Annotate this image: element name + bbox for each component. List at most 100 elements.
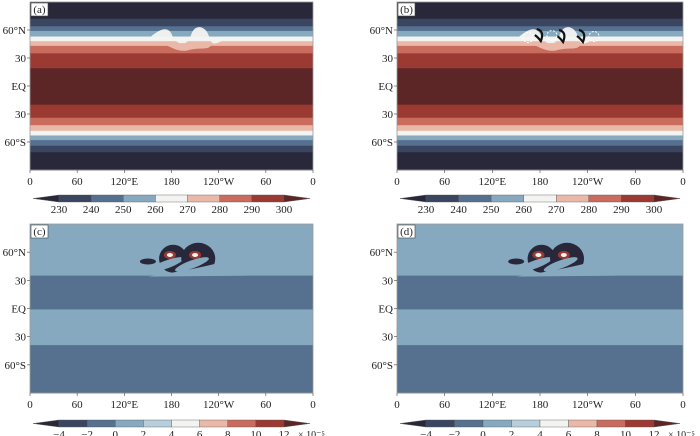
colorbar: 230 240 250 260 270 280 290 300 (399, 194, 681, 216)
colorbar-segment (568, 419, 598, 428)
eddy-core (535, 252, 542, 257)
colorbar-segment (539, 419, 569, 428)
x-tick-label: 120°W (572, 399, 604, 411)
colorbar-segment (58, 194, 92, 203)
colorbar-segment (219, 194, 253, 203)
colorbar-segment (490, 194, 524, 203)
x-tick-label: 120°E (111, 176, 139, 188)
contour-band (397, 2, 683, 20)
colorbar: −4 −2 0 2 4 6 8 10 12 × 10⁻⁵ (399, 419, 695, 436)
colorbar-extend-low (32, 194, 60, 203)
x-tick-label: 120°W (572, 176, 604, 188)
contour-band (30, 45, 313, 54)
colorbar-extend-high (283, 194, 311, 203)
colorbar-tick-label: −4 (53, 429, 65, 436)
x-tick-label: 180 (163, 176, 180, 188)
colorbar-segment (425, 419, 455, 428)
colorbar-segment (187, 194, 220, 203)
contour-band (30, 117, 313, 126)
colorbar-segment (251, 194, 285, 203)
contour-band (397, 68, 683, 106)
vortex-contour-dashed (522, 31, 534, 43)
x-tick-label: 60 (439, 176, 451, 188)
panel-label: (d) (400, 226, 413, 238)
y-tick-label: 30 (15, 275, 27, 287)
colorbar-segment (596, 419, 626, 428)
colorbar-tick-label: 230 (51, 204, 68, 216)
colorbar-segment (86, 419, 116, 428)
y-tick-label: EQ (11, 304, 26, 316)
contour-band (397, 53, 683, 69)
colorbar-tick-label: 4 (169, 429, 175, 436)
contour-band (30, 275, 313, 310)
vortex-contour (556, 28, 566, 45)
colorbar-segment (454, 419, 484, 428)
x-tick-label: 0 (310, 176, 316, 188)
eddy-negative (139, 258, 156, 265)
colorbar-tick-label: 270 (548, 204, 565, 216)
contour-band (397, 117, 683, 126)
contour-band (397, 135, 683, 141)
x-tick-label: 120°W (203, 176, 235, 188)
colorbar-tick-label: 6 (197, 429, 203, 436)
y-tick-label: 30 (15, 53, 27, 65)
panel-label: (c) (33, 226, 46, 238)
eddy-tail (174, 257, 209, 272)
y-tick-label: 60°S (4, 360, 26, 372)
colorbar-segment (123, 194, 156, 203)
contour-band (397, 309, 683, 346)
eddy-negative (508, 258, 525, 265)
colorbar-tick-label: 250 (115, 204, 132, 216)
colorbar-segment (227, 419, 257, 428)
y-tick-label: 60°S (371, 360, 393, 372)
eddy-core (560, 252, 567, 257)
x-tick-label: 0 (680, 399, 686, 411)
panel-label-box (397, 2, 416, 17)
colorbar-segment (199, 419, 228, 428)
wave-feature-warm (147, 27, 227, 44)
contour-band (30, 145, 313, 153)
colorbar-tick-label: 280 (581, 204, 598, 216)
x-tick-label: 180 (532, 176, 549, 188)
panel-label: (a) (33, 4, 46, 16)
colorbar-tick-label: 230 (418, 204, 435, 216)
x-tick-label: 180 (532, 399, 549, 411)
x-tick-label: 120°W (203, 399, 235, 411)
x-tick-label: 0 (394, 176, 400, 188)
eddy-tail (543, 257, 578, 272)
colorbar-segment (556, 194, 590, 203)
contour-band (397, 26, 683, 32)
colorbar: −4 −2 0 2 4 6 8 10 12 × 10⁻⁵ (32, 419, 325, 436)
x-tick-label: 0 (394, 399, 400, 411)
x-tick-label: 60 (630, 176, 642, 188)
colorbar-segment (523, 194, 557, 203)
panel-label-box (30, 224, 49, 239)
colorbar-segment (458, 194, 492, 203)
colorbar-tick-label: 300 (646, 204, 663, 216)
contour-band (30, 309, 313, 346)
colorbar-segment (255, 419, 285, 428)
x-tick-label: 120°E (111, 399, 139, 411)
wave-feature-trough (155, 41, 211, 51)
colorbar-segment (621, 194, 655, 203)
x-tick-label: 60 (260, 399, 272, 411)
colorbar: 230 240 250 260 270 280 290 300 (32, 194, 311, 216)
colorbar-extend-high (653, 194, 681, 203)
contour-band (30, 18, 313, 27)
colorbar-tick-label: 4 (537, 429, 543, 436)
y-tick-label: 60°S (371, 137, 393, 149)
x-tick-label: 0 (27, 399, 33, 411)
y-tick-label: 30 (15, 332, 27, 344)
colorbar-tick-label: −2 (81, 429, 93, 436)
contour-band (30, 130, 313, 136)
eddy-core (166, 252, 173, 257)
colorbar-segment (588, 194, 622, 203)
colorbar-segment (155, 194, 188, 203)
contour-band (30, 152, 313, 171)
colorbar-tick-label: 8 (225, 429, 231, 436)
wave-tail (516, 255, 616, 277)
